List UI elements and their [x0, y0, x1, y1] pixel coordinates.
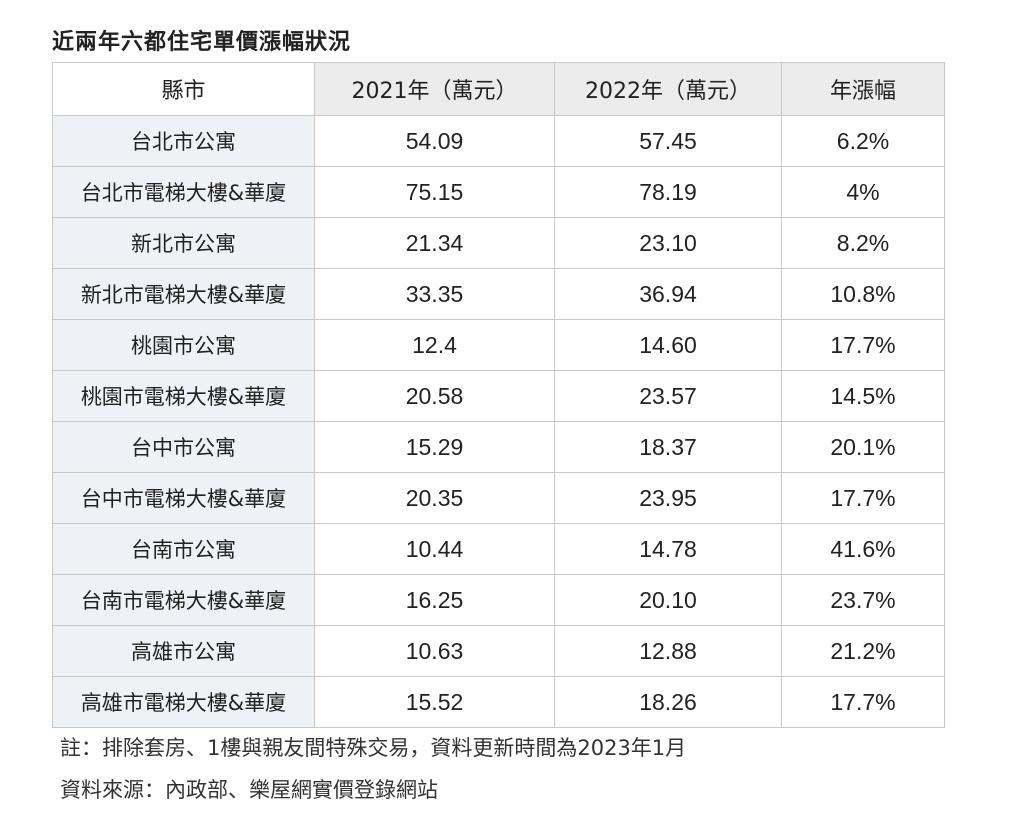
price-2021-cell: 33.35 — [314, 268, 555, 320]
growth-cell: 6.2% — [781, 115, 945, 167]
city-cell: 台南市電梯大樓&華廈 — [52, 574, 315, 626]
table-row: 台北市電梯大樓&華廈 75.15 78.19 4% — [52, 166, 945, 218]
price-2021-cell: 16.25 — [314, 574, 555, 626]
city-cell: 台北市公寓 — [52, 115, 315, 167]
price-2021-cell: 54.09 — [314, 115, 555, 167]
city-cell: 新北市電梯大樓&華廈 — [52, 268, 315, 320]
price-2022-cell: 23.95 — [554, 472, 782, 524]
table-row: 台南市公寓 10.44 14.78 41.6% — [52, 523, 945, 575]
price-2022-cell: 18.37 — [554, 421, 782, 473]
growth-cell: 10.8% — [781, 268, 945, 320]
growth-cell: 4% — [781, 166, 945, 218]
city-cell: 新北市公寓 — [52, 217, 315, 269]
city-cell: 台中市公寓 — [52, 421, 315, 473]
growth-cell: 23.7% — [781, 574, 945, 626]
table-row: 桃園市公寓 12.4 14.60 17.7% — [52, 319, 945, 371]
table-row: 桃園市電梯大樓&華廈 20.58 23.57 14.5% — [52, 370, 945, 422]
price-2021-cell: 10.63 — [314, 625, 555, 677]
table-row: 台中市電梯大樓&華廈 20.35 23.95 17.7% — [52, 472, 945, 524]
price-2022-cell: 14.78 — [554, 523, 782, 575]
header-row: 縣市 2021年（萬元） 2022年（萬元） 年漲幅 — [52, 62, 945, 116]
city-cell: 台北市電梯大樓&華廈 — [52, 166, 315, 218]
price-2022-cell: 23.57 — [554, 370, 782, 422]
header-cell-2022: 2022年（萬元） — [554, 62, 782, 116]
city-cell: 桃園市電梯大樓&華廈 — [52, 370, 315, 422]
growth-cell: 17.7% — [781, 676, 945, 728]
growth-cell: 41.6% — [781, 523, 945, 575]
table-row: 高雄市公寓 10.63 12.88 21.2% — [52, 625, 945, 677]
price-2022-cell: 12.88 — [554, 625, 782, 677]
growth-cell: 14.5% — [781, 370, 945, 422]
growth-cell: 8.2% — [781, 217, 945, 269]
footnote: 註：排除套房、1樓與親友間特殊交易，資料更新時間為2023年1月 — [60, 736, 687, 760]
growth-cell: 17.7% — [781, 319, 945, 371]
table-row: 台北市公寓 54.09 57.45 6.2% — [52, 115, 945, 167]
price-2021-cell: 10.44 — [314, 523, 555, 575]
price-2021-cell: 15.52 — [314, 676, 555, 728]
table-row: 台南市電梯大樓&華廈 16.25 20.10 23.7% — [52, 574, 945, 626]
price-2021-cell: 75.15 — [314, 166, 555, 218]
city-cell: 台中市電梯大樓&華廈 — [52, 472, 315, 524]
city-cell: 桃園市公寓 — [52, 319, 315, 371]
price-table: 縣市 2021年（萬元） 2022年（萬元） 年漲幅 台北市公寓 54.09 5… — [52, 62, 945, 728]
header-cell-2021: 2021年（萬元） — [314, 62, 555, 116]
header-cell-city: 縣市 — [52, 62, 315, 116]
price-2022-cell: 23.10 — [554, 217, 782, 269]
price-2021-cell: 20.58 — [314, 370, 555, 422]
table-title: 近兩年六都住宅單價漲幅狀況 — [52, 30, 352, 55]
table-row: 台中市公寓 15.29 18.37 20.1% — [52, 421, 945, 473]
price-2022-cell: 36.94 — [554, 268, 782, 320]
price-2022-cell: 78.19 — [554, 166, 782, 218]
table-row: 新北市電梯大樓&華廈 33.35 36.94 10.8% — [52, 268, 945, 320]
data-source: 資料來源：內政部、樂屋網實價登錄網站 — [60, 778, 438, 802]
price-2021-cell: 20.35 — [314, 472, 555, 524]
city-cell: 台南市公寓 — [52, 523, 315, 575]
price-2022-cell: 20.10 — [554, 574, 782, 626]
price-2021-cell: 12.4 — [314, 319, 555, 371]
growth-cell: 17.7% — [781, 472, 945, 524]
price-2021-cell: 15.29 — [314, 421, 555, 473]
header-cell-growth: 年漲幅 — [781, 62, 945, 116]
table-row: 新北市公寓 21.34 23.10 8.2% — [52, 217, 945, 269]
city-cell: 高雄市公寓 — [52, 625, 315, 677]
price-2021-cell: 21.34 — [314, 217, 555, 269]
price-2022-cell: 57.45 — [554, 115, 782, 167]
price-2022-cell: 18.26 — [554, 676, 782, 728]
table-header: 縣市 2021年（萬元） 2022年（萬元） 年漲幅 — [52, 62, 945, 116]
city-cell: 高雄市電梯大樓&華廈 — [52, 676, 315, 728]
growth-cell: 21.2% — [781, 625, 945, 677]
table-row: 高雄市電梯大樓&華廈 15.52 18.26 17.7% — [52, 676, 945, 728]
price-2022-cell: 14.60 — [554, 319, 782, 371]
table-body: 台北市公寓 54.09 57.45 6.2% 台北市電梯大樓&華廈 75.15 … — [52, 115, 945, 728]
growth-cell: 20.1% — [781, 421, 945, 473]
